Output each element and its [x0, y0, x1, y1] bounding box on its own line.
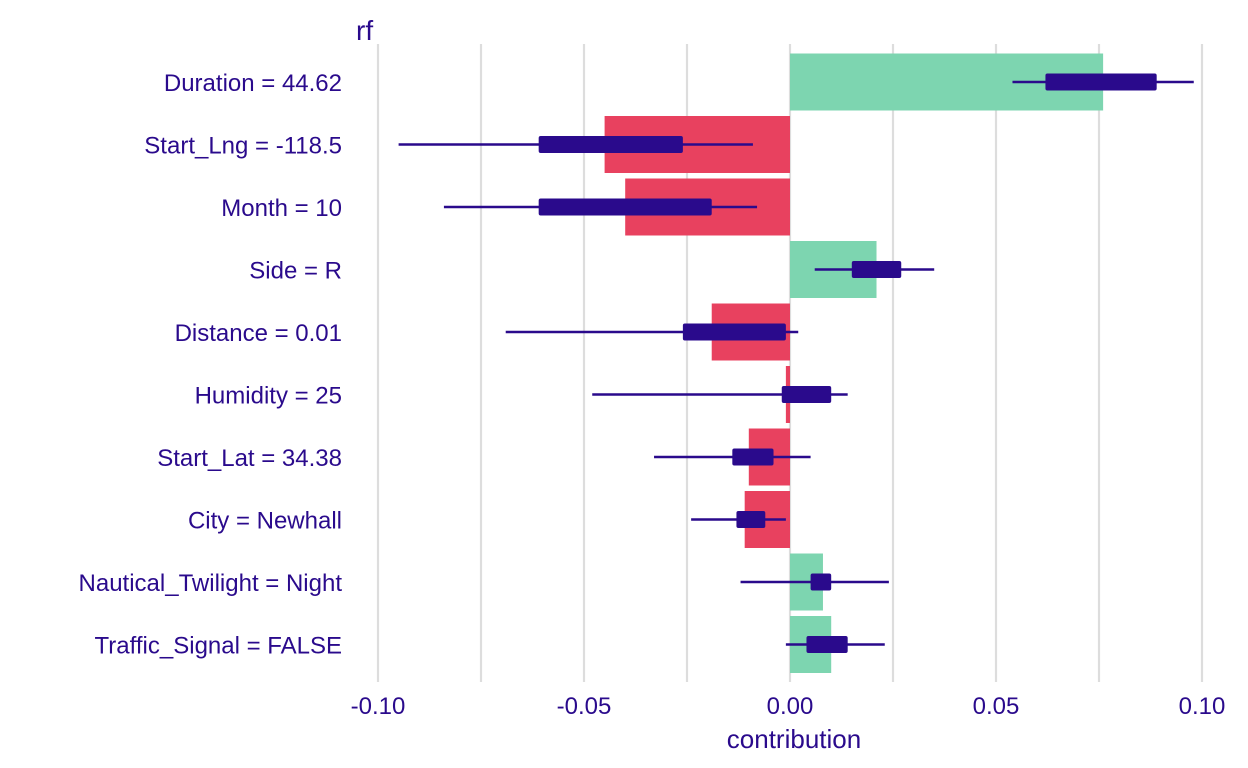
y-tick-label: Start_Lng = -118.5	[144, 133, 342, 160]
interval-box	[538, 136, 683, 153]
y-tick-label: Duration = 44.62	[164, 70, 342, 97]
intervals	[398, 73, 1194, 653]
x-tick-label: -0.05	[557, 693, 612, 720]
x-tick-label: 0.00	[767, 693, 814, 720]
interval-box	[682, 323, 786, 341]
y-tick-label: City = Newhall	[188, 508, 342, 535]
interval-box	[851, 261, 902, 278]
y-tick-label: Humidity = 25	[195, 383, 342, 410]
interval-box	[806, 636, 848, 653]
y-tick-label: Traffic_Signal = FALSE	[95, 633, 342, 660]
y-tick-label: Distance = 0.01	[175, 320, 342, 347]
x-tick-labels: -0.10 -0.05 0.00 0.05 0.10	[351, 693, 1226, 720]
x-tick-label: 0.10	[1179, 693, 1226, 720]
y-tick-label: Month = 10	[221, 195, 342, 222]
interval-box	[538, 198, 712, 216]
chart-title: rf	[356, 15, 373, 46]
x-tick-label: -0.10	[351, 693, 406, 720]
interval-box	[732, 448, 774, 466]
y-tick-label: Start_Lat = 34.38	[157, 445, 342, 472]
interval-box	[781, 386, 832, 403]
x-axis-label: contribution	[727, 724, 861, 754]
y-tick-label: Side = R	[249, 258, 342, 285]
x-tick-label: 0.05	[973, 693, 1020, 720]
interval-box	[1045, 73, 1157, 91]
y-tick-label: Nautical_Twilight = Night	[79, 570, 343, 597]
interval-box	[810, 573, 832, 591]
interval-box	[736, 511, 766, 528]
y-tick-labels: Duration = 44.62 Start_Lng = -118.5 Month …	[79, 70, 343, 660]
